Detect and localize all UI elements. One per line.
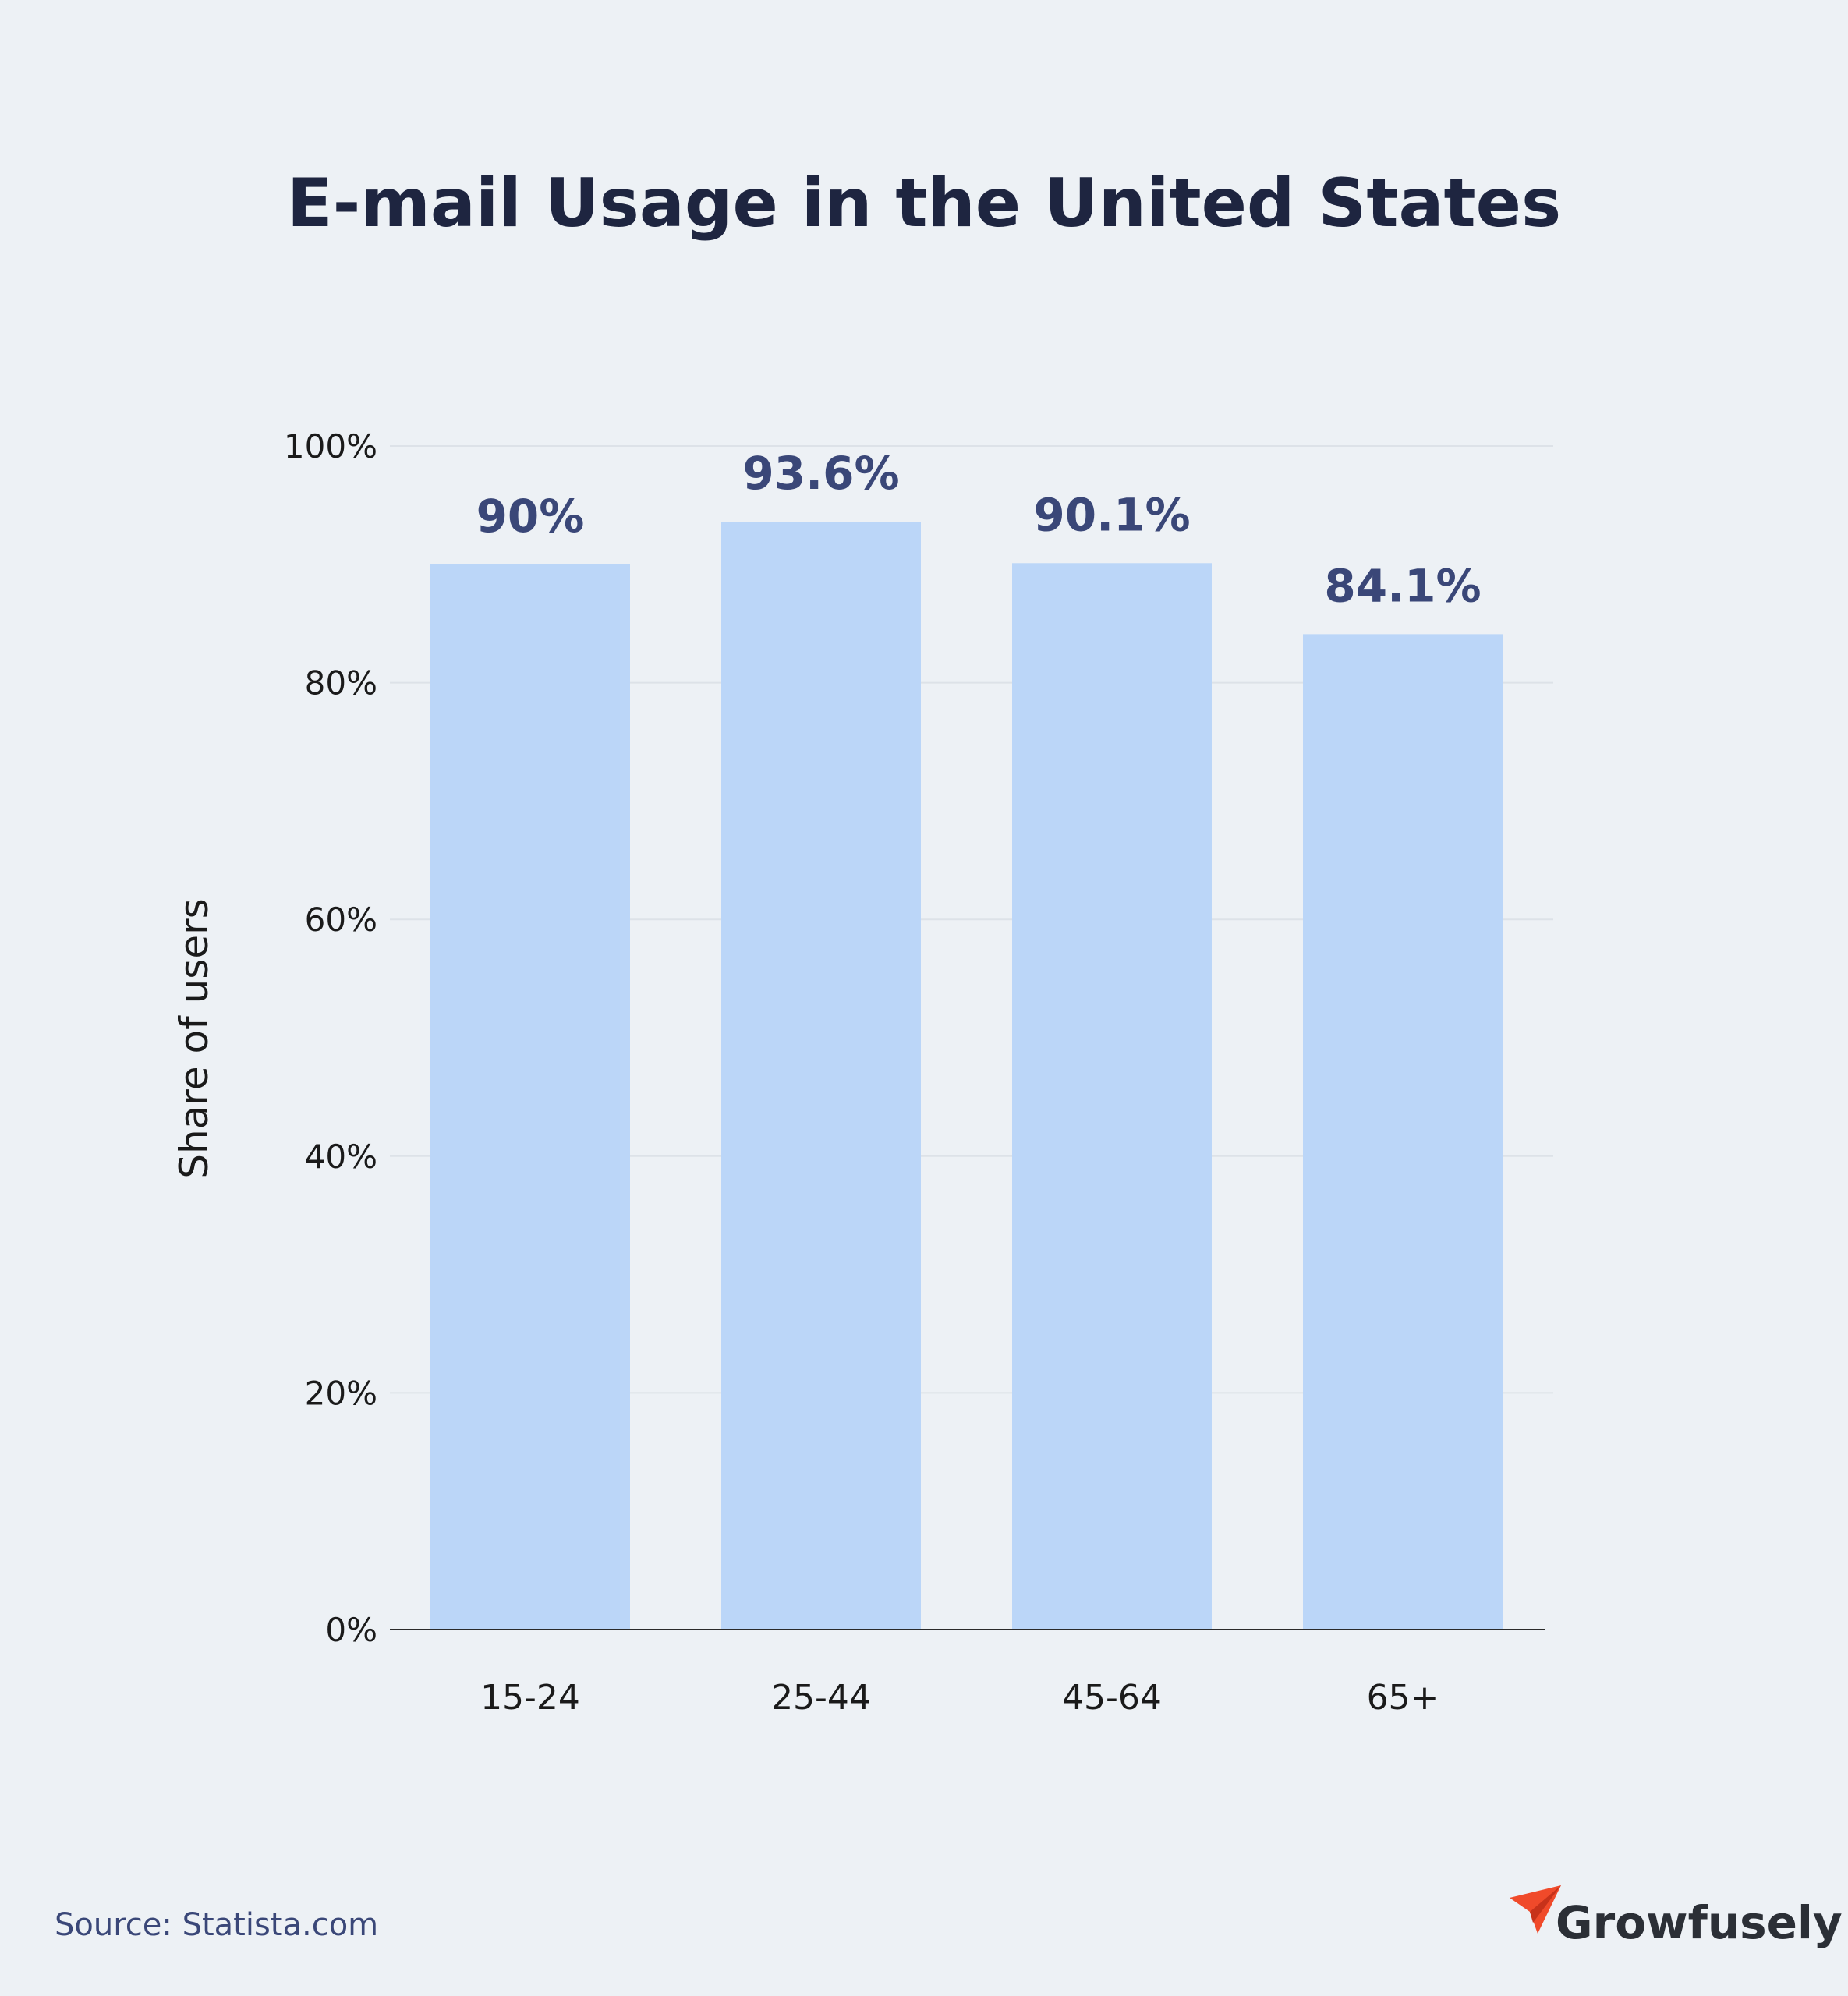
y-axis-label: Share of users bbox=[172, 898, 217, 1178]
bar-45-64 bbox=[1012, 563, 1212, 1630]
x-tick-label: 25-44 bbox=[771, 1678, 871, 1718]
data-labels: 90% 93.6% 90.1% 84.1% bbox=[476, 447, 1482, 612]
data-label: 84.1% bbox=[1324, 559, 1481, 612]
y-axis-ticks: 0% 20% 40% 60% 80% 100% bbox=[284, 427, 377, 1649]
x-tick-label: 45-64 bbox=[1062, 1678, 1162, 1718]
bar-65+ bbox=[1303, 634, 1503, 1630]
x-tick-label: 65+ bbox=[1367, 1678, 1439, 1718]
paper-plane-icon bbox=[1510, 1885, 1561, 1934]
y-tick-label: 20% bbox=[305, 1374, 377, 1412]
bars bbox=[430, 522, 1503, 1630]
data-label: 90.1% bbox=[1033, 488, 1190, 541]
y-tick-label: 60% bbox=[305, 901, 377, 939]
y-tick-label: 40% bbox=[305, 1138, 377, 1176]
data-label: 93.6% bbox=[742, 447, 899, 500]
chart-title: E-mail Usage in the United States bbox=[287, 165, 1561, 242]
source-note: Source: Statista.com bbox=[55, 1907, 378, 1943]
x-tick-label: 15-24 bbox=[480, 1678, 580, 1718]
bar-25-44 bbox=[721, 522, 921, 1630]
y-tick-label: 80% bbox=[305, 664, 377, 702]
bar-15-24 bbox=[430, 564, 630, 1630]
data-label: 90% bbox=[476, 490, 585, 543]
brand-name: Growfusely bbox=[1556, 1896, 1843, 1949]
y-tick-label: 0% bbox=[325, 1611, 377, 1649]
y-tick-label: 100% bbox=[284, 427, 377, 465]
brand-logo: Growfusely bbox=[1510, 1885, 1843, 1949]
x-axis-ticks: 15-24 25-44 45-64 65+ bbox=[480, 1678, 1439, 1718]
